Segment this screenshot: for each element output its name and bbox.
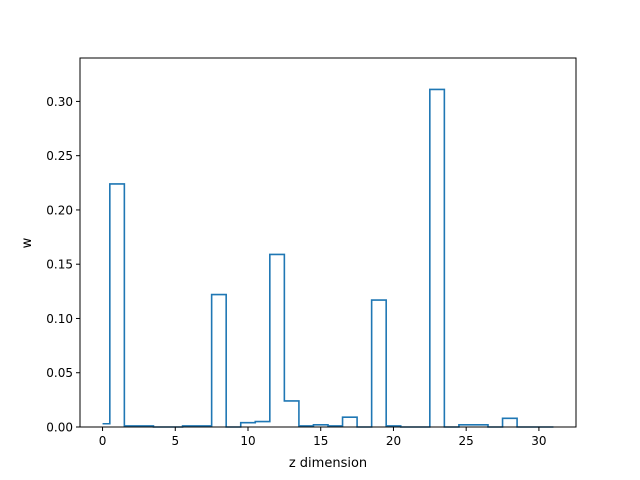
x-tick-label: 15 <box>313 434 328 448</box>
y-tick-label: 0.30 <box>46 95 73 109</box>
x-tick-label: 10 <box>240 434 255 448</box>
x-tick-label: 5 <box>171 434 179 448</box>
x-tick-label: 20 <box>386 434 401 448</box>
y-tick-label: 0.25 <box>46 149 73 163</box>
y-tick-label: 0.15 <box>46 258 73 272</box>
x-axis-ticks: 0 5 10 15 20 25 30 <box>99 427 547 448</box>
x-tick-label: 30 <box>531 434 546 448</box>
y-tick-label: 0.10 <box>46 312 73 326</box>
y-axis-ticks: 0.00 0.05 0.10 0.15 0.20 0.25 0.30 <box>46 95 80 435</box>
y-tick-label: 0.00 <box>46 421 73 435</box>
x-tick-label: 0 <box>99 434 107 448</box>
x-tick-label: 25 <box>459 434 474 448</box>
axes-frame <box>79 57 577 428</box>
y-tick-label: 0.05 <box>46 366 73 380</box>
plot-area <box>79 57 577 428</box>
x-axis-label: z dimension <box>289 456 367 471</box>
y-tick-label: 0.20 <box>46 203 73 217</box>
y-axis-label: w <box>20 237 35 248</box>
